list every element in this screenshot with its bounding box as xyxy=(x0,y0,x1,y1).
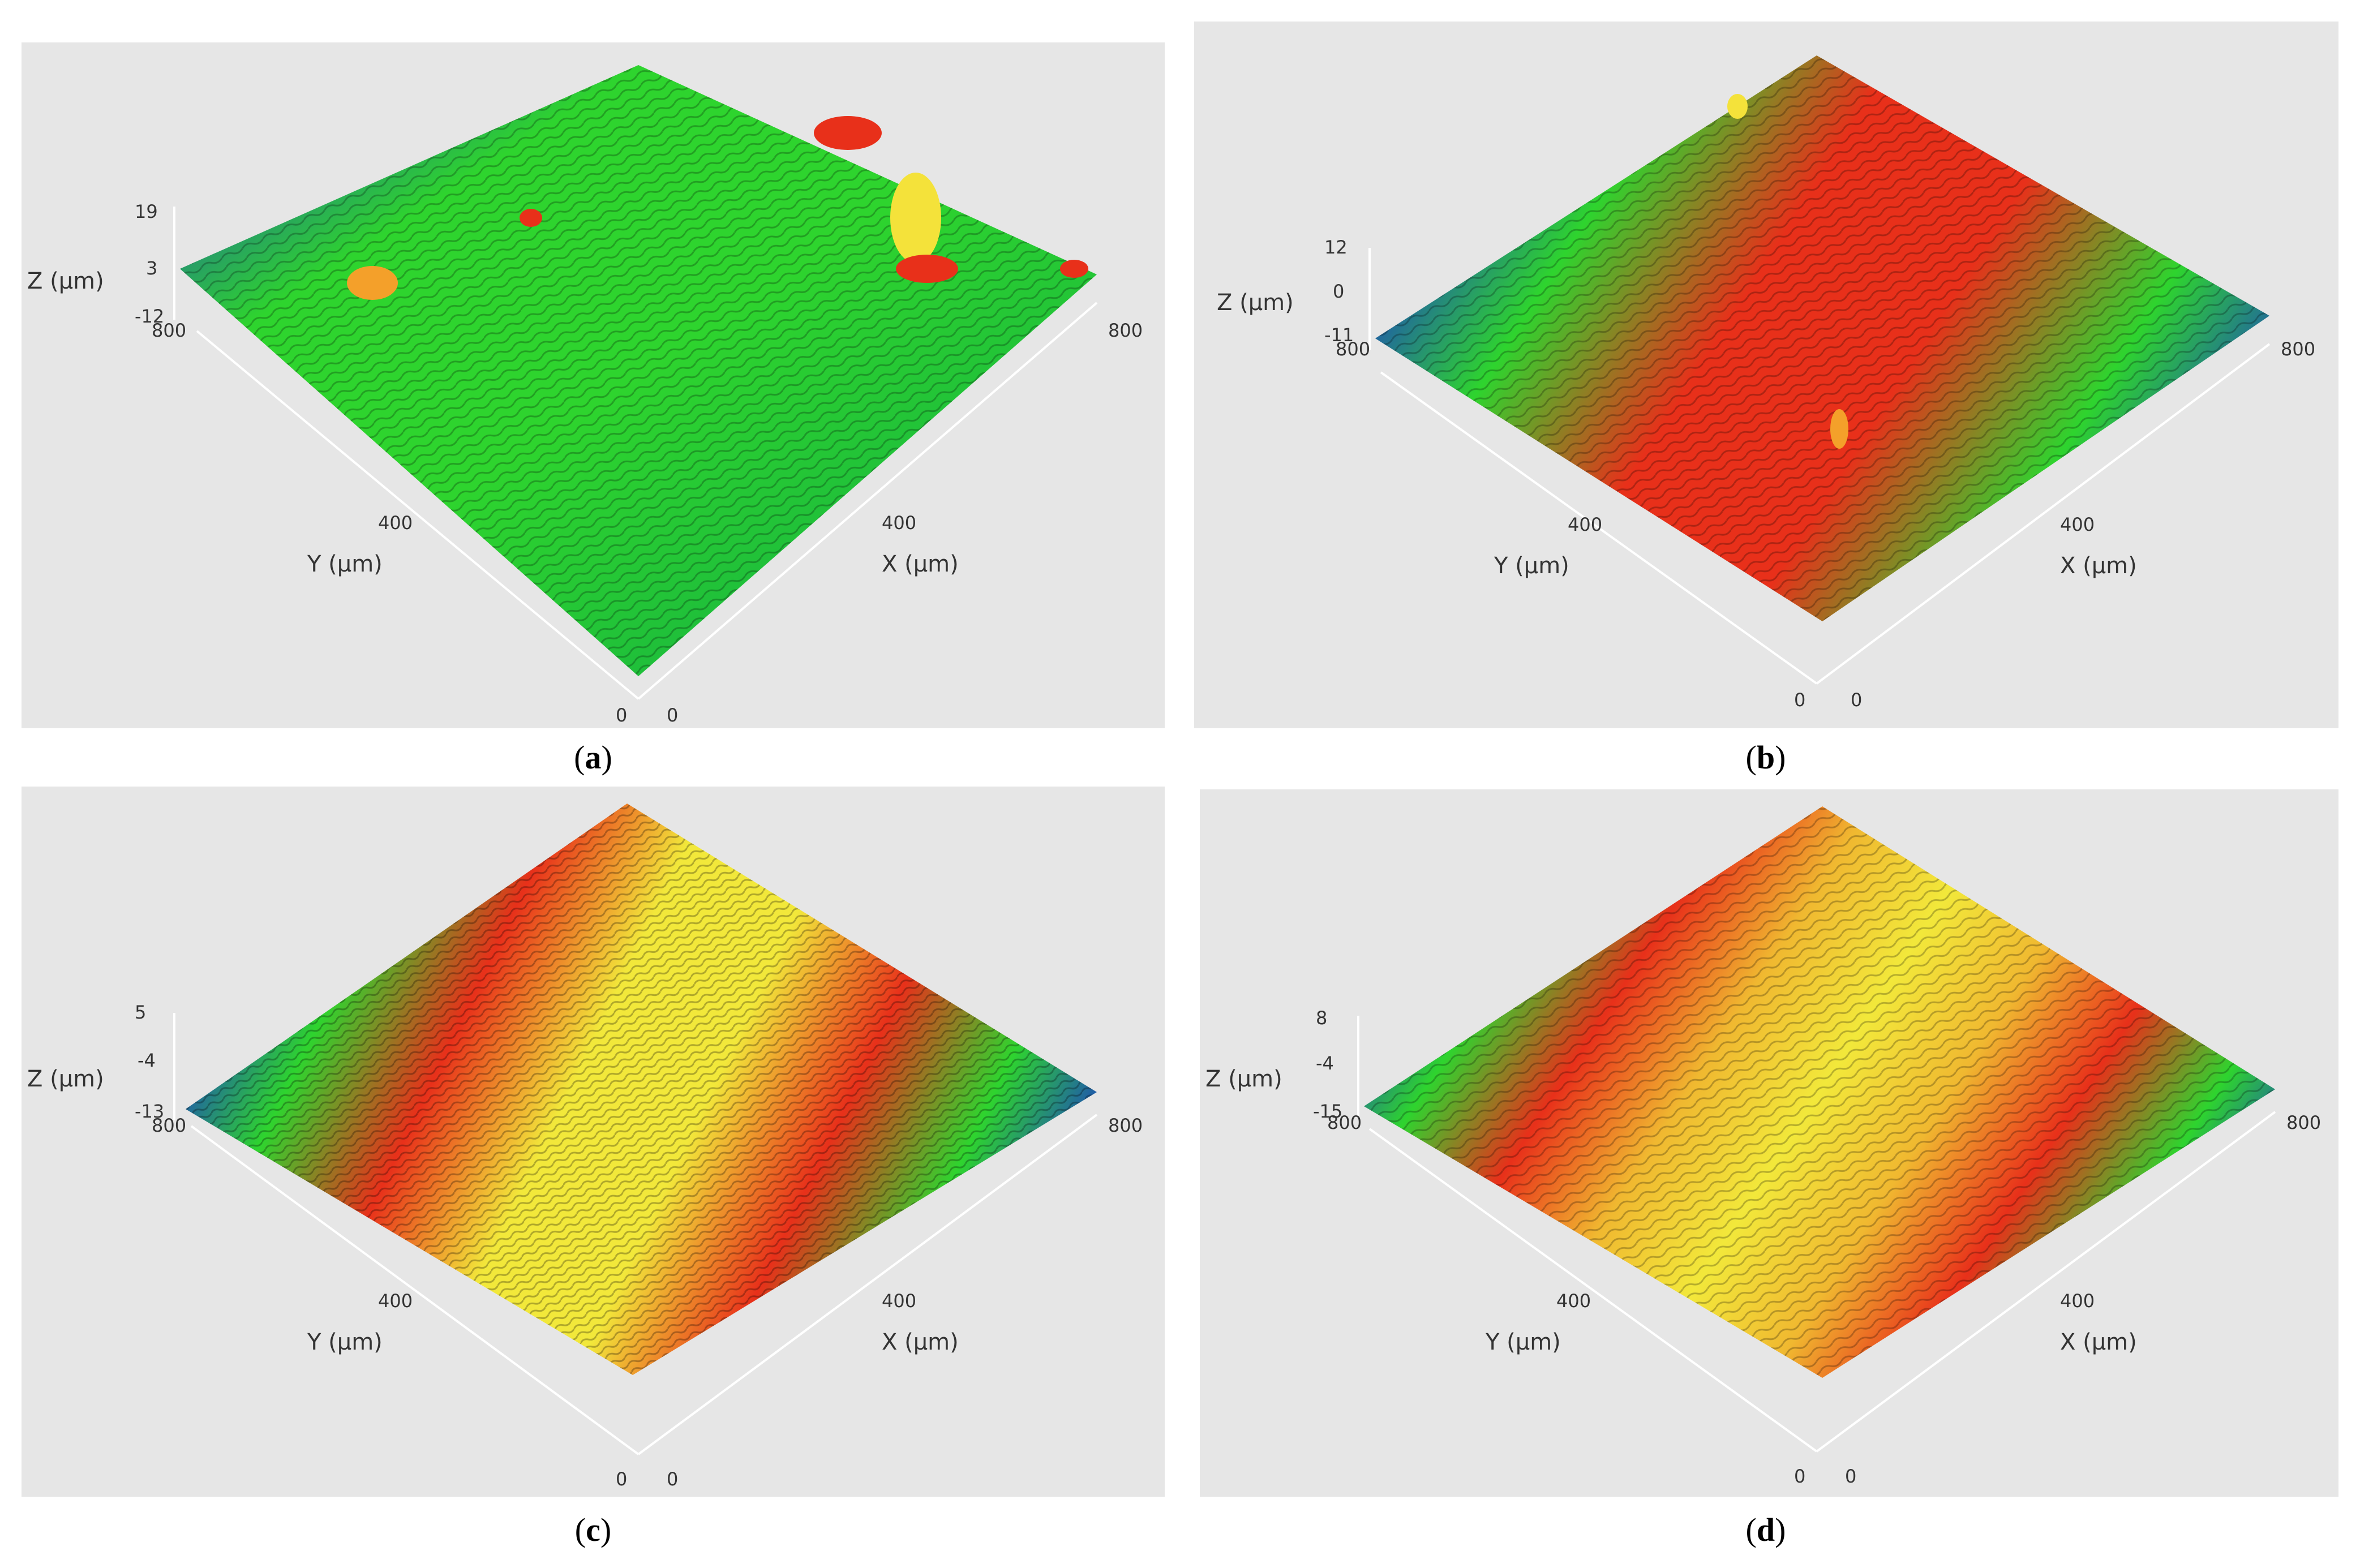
y-tick: 0 xyxy=(616,704,627,726)
x-axis-label: X (μm) xyxy=(882,551,959,577)
surface-peak xyxy=(814,116,882,150)
y-tick: 400 xyxy=(1568,514,1602,535)
surface-texture-d xyxy=(1364,806,2275,1378)
surface-peak xyxy=(520,209,542,227)
x-tick: 0 xyxy=(1845,1466,1856,1487)
surface-peak xyxy=(1830,409,1848,449)
y-axis-line xyxy=(190,1125,640,1455)
x-axis-line xyxy=(1816,1111,2276,1453)
surface-texture-a xyxy=(180,65,1097,676)
y-axis-line xyxy=(1380,371,1818,685)
surface-texture-b xyxy=(1375,55,2269,621)
z-axis-label: Z (μm) xyxy=(27,268,104,294)
x-tick: 400 xyxy=(882,1290,916,1312)
surface-peak xyxy=(896,255,958,283)
panel-a: 19 3 -12 Z (μm) 800 400 0 Y (μm) 0 400 8… xyxy=(22,42,1165,728)
z-tick: 5 xyxy=(135,1002,146,1023)
x-tick: 0 xyxy=(1851,689,1862,711)
y-tick: 800 xyxy=(152,320,186,341)
y-tick: 800 xyxy=(1336,338,1370,360)
y-axis-line xyxy=(1368,1128,1818,1453)
x-axis-label: X (μm) xyxy=(2060,553,2137,579)
y-tick: 400 xyxy=(378,512,413,534)
z-axis-label: Z (μm) xyxy=(1217,290,1294,316)
x-tick: 800 xyxy=(2286,1112,2321,1133)
x-tick: 800 xyxy=(1108,1115,1143,1136)
z-tick: 3 xyxy=(146,257,157,279)
y-tick: 0 xyxy=(616,1468,627,1490)
z-tick: -4 xyxy=(138,1050,156,1071)
y-tick: 400 xyxy=(378,1290,413,1312)
x-tick: 800 xyxy=(1108,320,1143,341)
surface-plot-d: 8 -4 -15 Z (μm) 800 400 0 Y (μm) 0 400 8… xyxy=(1205,806,2321,1487)
z-tick: 8 xyxy=(1316,1007,1327,1029)
y-tick: 800 xyxy=(152,1115,186,1136)
x-tick: 400 xyxy=(2060,1290,2095,1312)
z-axis-label: Z (μm) xyxy=(27,1066,104,1092)
panel-d: 8 -4 -15 Z (μm) 800 400 0 Y (μm) 0 400 8… xyxy=(1200,789,2338,1497)
x-axis-label: X (μm) xyxy=(2060,1329,2137,1355)
z-tick: -13 xyxy=(135,1101,164,1122)
z-tick: 12 xyxy=(1324,237,1348,258)
z-tick: -12 xyxy=(135,306,164,327)
caption-c: (c) xyxy=(574,1511,612,1548)
caption-a: (a) xyxy=(574,739,612,776)
surface-peak xyxy=(1060,260,1088,278)
panel-b: 12 0 -11 Z (μm) 800 400 0 Y (μm) 0 400 8… xyxy=(1194,22,2338,728)
surface-peak xyxy=(890,173,941,263)
caption-b: (b) xyxy=(1745,739,1786,776)
panel-c: 5 -4 -13 Z (μm) 800 400 0 Y (μm) 0 400 8… xyxy=(22,787,1165,1497)
y-tick: 0 xyxy=(1794,689,1805,711)
y-axis-label: Y (μm) xyxy=(1485,1329,1561,1355)
caption-d: (d) xyxy=(1745,1511,1786,1548)
z-tick: -11 xyxy=(1324,324,1354,346)
x-axis-line xyxy=(637,302,1098,700)
y-axis-label: Y (μm) xyxy=(1494,553,1569,579)
surface-peak xyxy=(347,266,398,300)
x-tick: 0 xyxy=(667,704,678,726)
surface-plot-c: 5 -4 -13 Z (μm) 800 400 0 Y (μm) 0 400 8… xyxy=(27,804,1143,1490)
x-axis-label: X (μm) xyxy=(882,1329,959,1355)
surface-plot-a: 19 3 -12 Z (μm) 800 400 0 Y (μm) 0 400 8… xyxy=(27,65,1143,726)
y-axis-label: Y (μm) xyxy=(307,551,383,577)
x-tick: 800 xyxy=(2281,338,2315,360)
surface-plot-b: 12 0 -11 Z (μm) 800 400 0 Y (μm) 0 400 8… xyxy=(1217,55,2315,711)
z-axis-label: Z (μm) xyxy=(1205,1066,1282,1092)
y-tick: 0 xyxy=(1794,1466,1805,1487)
z-tick: 0 xyxy=(1333,281,1344,302)
y-axis-line xyxy=(196,330,640,700)
x-axis-line xyxy=(1816,343,2271,685)
z-tick: 19 xyxy=(135,201,158,222)
z-tick: -4 xyxy=(1316,1053,1334,1074)
surface-peak xyxy=(1727,94,1748,119)
y-tick: 800 xyxy=(1327,1112,1362,1133)
x-tick: 0 xyxy=(667,1468,678,1490)
y-tick: 400 xyxy=(1556,1290,1591,1312)
z-tick: -15 xyxy=(1313,1101,1342,1122)
x-tick: 400 xyxy=(882,512,916,534)
surface-texture-c xyxy=(186,804,1097,1375)
y-axis-label: Y (μm) xyxy=(307,1329,383,1355)
x-tick: 400 xyxy=(2060,514,2095,535)
x-axis-line xyxy=(637,1114,1098,1455)
